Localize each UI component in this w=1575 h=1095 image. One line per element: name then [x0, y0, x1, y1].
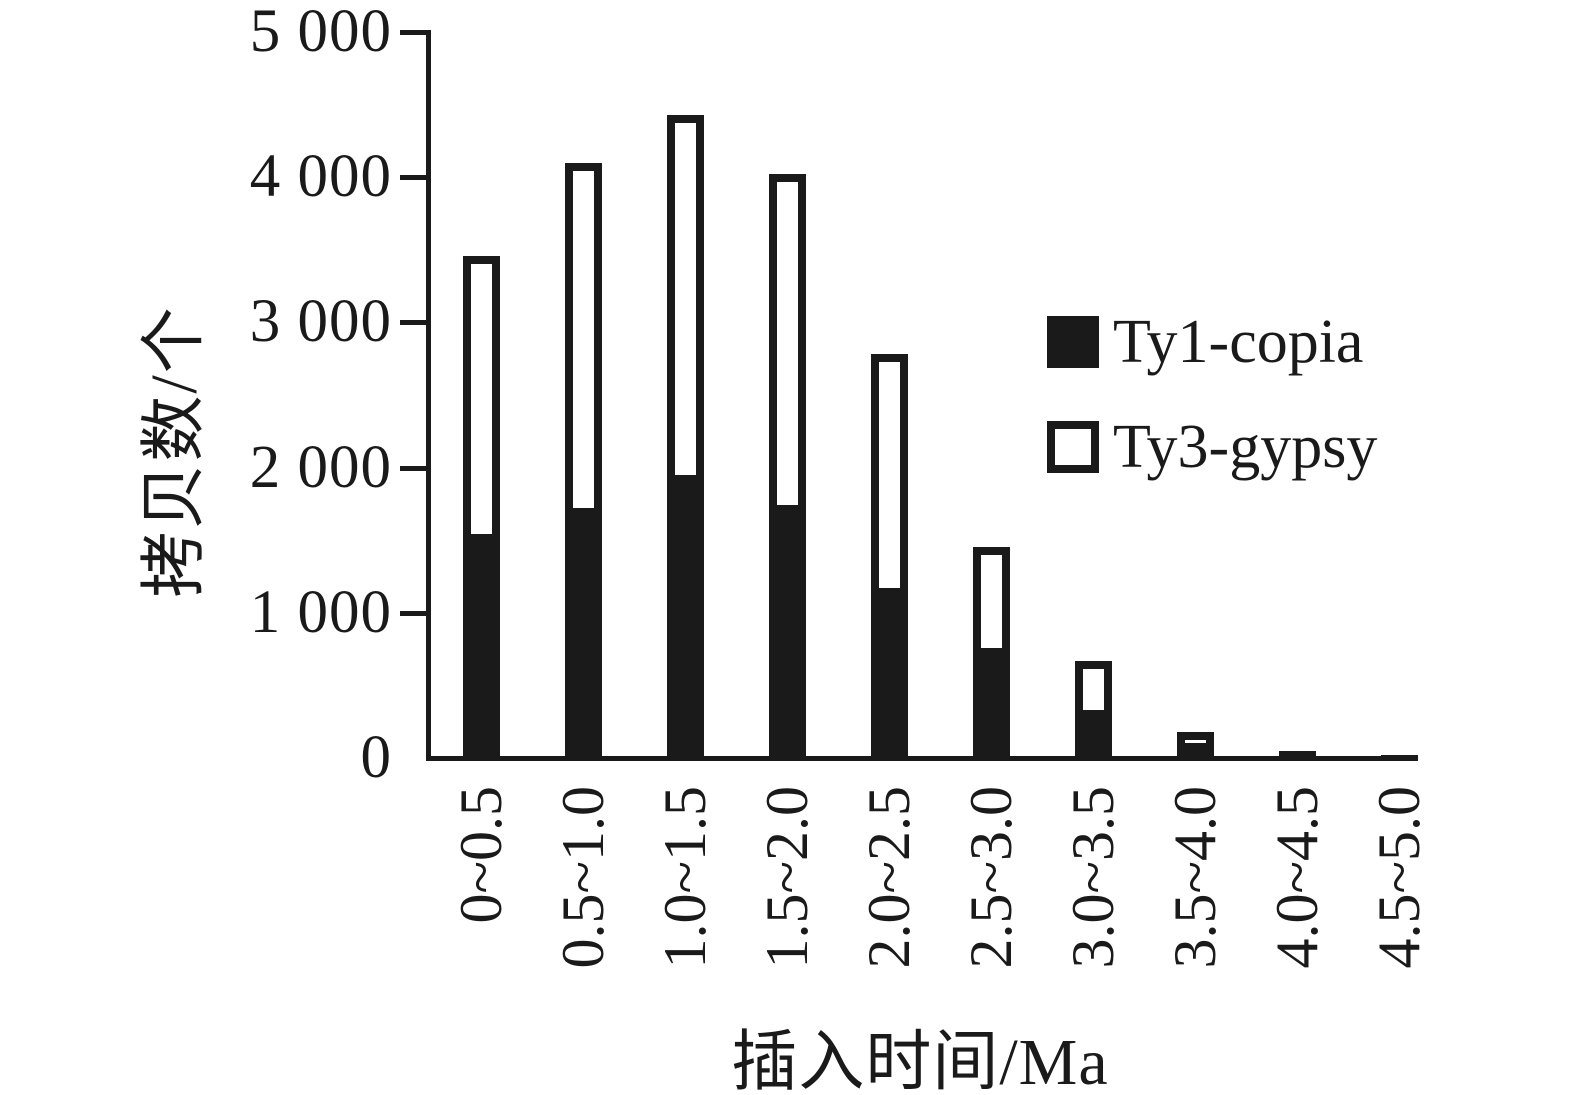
bar-segment-ty3-gypsy [573, 170, 594, 509]
y-tick-label: 0 [360, 724, 392, 791]
x-tick-label-4.5~5.0: 4.5~5.0 [1366, 786, 1432, 969]
y-tick-label: 1 000 [249, 578, 392, 646]
x-axis-line [426, 756, 1418, 761]
x-axis-title: 插入时间/Ma [731, 1026, 1109, 1095]
x-tick-label-4.0~4.5: 4.0~4.5 [1264, 786, 1330, 969]
x-tick-label-0.5~1.0: 0.5~1.0 [550, 786, 616, 969]
y-tick-mark [400, 610, 427, 616]
bar-segment-ty3-gypsy [675, 122, 696, 475]
legend-label-ty3-gypsy: Ty3-gypsy [1113, 413, 1378, 481]
legend-swatch-ty3-gypsy [1047, 421, 1099, 473]
legend-item-ty3-gypsy: Ty3-gypsy [1047, 413, 1378, 481]
y-tick-mark [400, 175, 427, 181]
x-tick-label-3.0~3.5: 3.0~3.5 [1060, 786, 1126, 969]
stacked-bar-0.5~1.0 [565, 162, 602, 761]
x-tick-label-0~0.5: 0~0.5 [448, 786, 514, 924]
y-tick-mark [400, 30, 427, 35]
legend-label-ty1-copia: Ty1-copia [1113, 308, 1364, 376]
legend-swatch-ty1-copia [1047, 316, 1099, 368]
y-tick-mark [400, 465, 427, 471]
stacked-bar-3.0~3.5 [1075, 660, 1112, 761]
stacked-bar-2.5~3.0 [973, 547, 1010, 761]
y-tick-mark [400, 320, 427, 326]
bar-segment-ty3-gypsy [1185, 739, 1206, 743]
y-tick-label: 3 000 [249, 288, 392, 356]
y-tick-label: 2 000 [249, 433, 392, 501]
y-tick-label: 4 000 [249, 143, 392, 211]
legend-item-ty1-copia: Ty1-copia [1047, 308, 1364, 376]
stacked-bar-3.5~4.0 [1177, 731, 1214, 761]
y-tick-label: 5 000 [249, 0, 392, 65]
bar-segment-ty3-gypsy [1083, 668, 1104, 711]
bar-segment-ty3-gypsy [471, 263, 492, 535]
stacked-bar-2.0~2.5 [871, 354, 908, 761]
x-tick-label-2.5~3.0: 2.5~3.0 [958, 786, 1024, 969]
stacked-bar-1.5~2.0 [769, 174, 806, 761]
stacked-bar-4.5~5.0 [1381, 755, 1418, 761]
stacked-bar-0~0.5 [463, 255, 500, 761]
stacked-bar-4.0~4.5 [1279, 751, 1316, 761]
y-axis-line [426, 30, 431, 761]
bar-segment-ty3-gypsy [879, 362, 900, 589]
bar-segment-ty3-gypsy [981, 555, 1002, 648]
bar-segment-ty3-gypsy [777, 182, 798, 506]
stacked-bar-1.0~1.5 [667, 114, 704, 761]
x-tick-label-1.0~1.5: 1.0~1.5 [652, 786, 718, 969]
x-tick-label-1.5~2.0: 1.5~2.0 [754, 786, 820, 969]
x-tick-label-3.5~4.0: 3.5~4.0 [1162, 786, 1228, 969]
x-tick-label-2.0~2.5: 2.0~2.5 [856, 786, 922, 969]
